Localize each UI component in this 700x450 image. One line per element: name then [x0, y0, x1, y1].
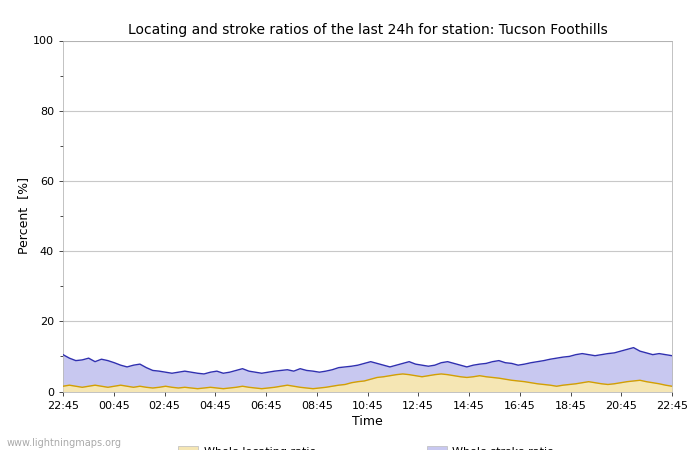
Title: Locating and stroke ratios of the last 24h for station: Tucson Foothills: Locating and stroke ratios of the last 2…	[127, 22, 608, 36]
Y-axis label: Percent  [%]: Percent [%]	[18, 177, 30, 255]
X-axis label: Time: Time	[352, 415, 383, 428]
Text: www.lightningmaps.org: www.lightningmaps.org	[7, 438, 122, 448]
Legend: Whole locating ratio, Locating ratio station Tucson Foothills, Whole stroke rati: Whole locating ratio, Locating ratio sta…	[178, 446, 650, 450]
